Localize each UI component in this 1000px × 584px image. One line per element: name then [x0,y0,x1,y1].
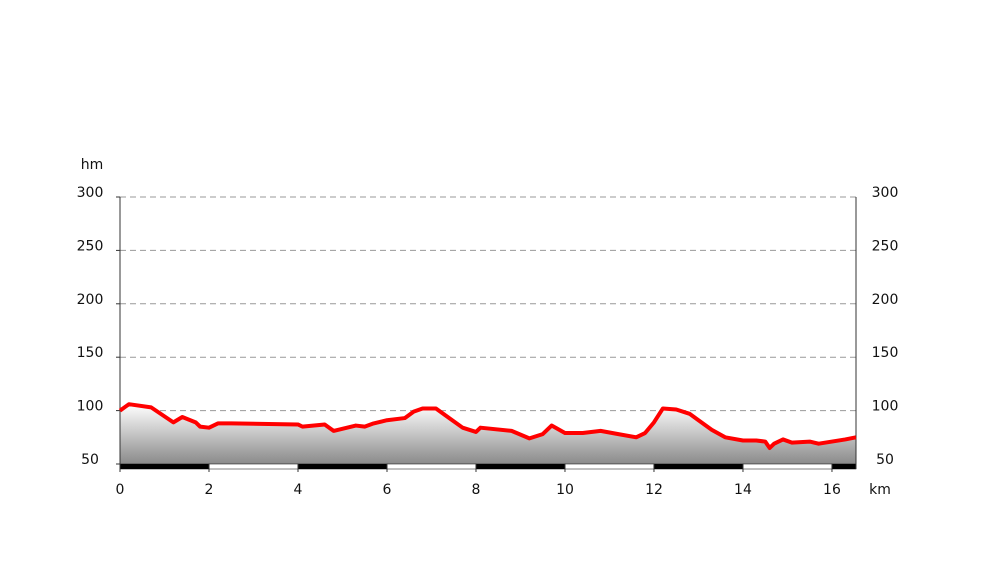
y-tick-label-right: 200 [872,292,899,308]
y-tick-label-right: 250 [872,238,899,254]
scale-bar [653,463,744,470]
y-tick-label-right: 50 [876,452,894,468]
x-tick-label: 4 [294,482,303,498]
x-tick-label: 8 [472,482,481,498]
x-tick-label: 0 [116,482,125,498]
y-tick-label-right: 300 [872,185,899,201]
scale-bar [475,463,566,470]
x-tick-label: 10 [556,482,574,498]
y-tick-label: 300 [77,185,104,201]
x-tick-label: 12 [645,482,663,498]
y-tick-label-right: 100 [872,399,899,415]
scale-bar [297,463,388,470]
y-tick-label: 200 [77,292,104,308]
scale-bar [208,463,299,470]
scale-bar [564,463,655,470]
x-tick-label: 2 [205,482,214,498]
elevation-area [120,404,856,464]
x-tick-label: 16 [823,482,841,498]
scale-bar [742,463,833,470]
scale-bar [831,463,857,470]
y-tick-label: 150 [77,345,104,361]
scale-bar [386,463,477,470]
elevation-line [118,402,857,450]
y-tick-label-right: 150 [872,345,899,361]
y-unit: hm [81,157,104,173]
y-tick-label: 100 [77,399,104,415]
y-tick-label: 50 [81,452,99,468]
x-unit: km [869,482,891,498]
x-tick-label: 6 [383,482,392,498]
y-tick-label: 250 [77,238,104,254]
scale-bar [119,463,210,470]
x-tick-label: 14 [734,482,752,498]
